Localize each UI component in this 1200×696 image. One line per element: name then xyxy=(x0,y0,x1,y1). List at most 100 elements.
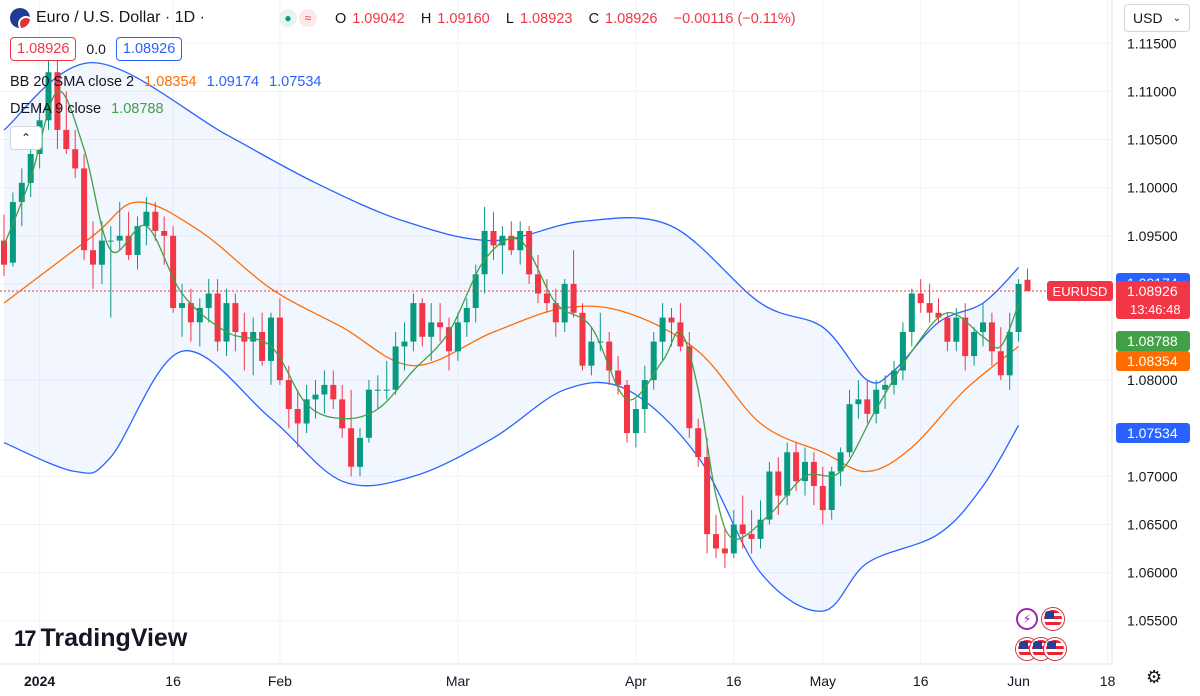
price-tick-label: 1.10500 xyxy=(1127,132,1178,148)
us-flag-icon[interactable] xyxy=(1044,638,1066,660)
gear-icon[interactable]: ⚙ xyxy=(1146,667,1163,687)
time-tick-label: Apr xyxy=(625,673,647,689)
price-tick-label: 1.05500 xyxy=(1127,613,1178,629)
basis-tag xyxy=(1116,351,1190,371)
candle-body xyxy=(348,428,355,467)
candle-body xyxy=(223,303,230,342)
candle-body xyxy=(997,351,1004,376)
candle-body xyxy=(303,399,310,424)
bollinger-basis-line xyxy=(3,201,1020,473)
candle-body xyxy=(535,274,541,294)
candle-body xyxy=(615,370,622,385)
candle-body xyxy=(312,394,319,400)
candle-body xyxy=(428,322,435,337)
candle-body xyxy=(45,72,52,121)
candle-body xyxy=(980,322,986,332)
currency-select[interactable]: USD ⌄ xyxy=(1124,4,1190,32)
candle-body xyxy=(27,154,34,183)
candle-body xyxy=(837,452,844,472)
buy-button[interactable]: 1.08926 xyxy=(115,37,183,61)
candle-body xyxy=(597,341,604,343)
candle-body xyxy=(713,534,719,549)
candle-body xyxy=(953,317,960,342)
dema-tag-text: 1.08788 xyxy=(1127,333,1178,349)
candle-body xyxy=(570,283,577,313)
lower-band-tag-text: 1.07534 xyxy=(1127,425,1178,441)
candle-body xyxy=(63,129,70,150)
price-tick-label: 1.08000 xyxy=(1127,372,1178,388)
candle-body xyxy=(659,317,666,342)
countdown-value: 13:46:48 xyxy=(1130,302,1181,317)
candle-body xyxy=(668,317,675,323)
candle-body xyxy=(374,389,381,391)
candle-body xyxy=(739,524,746,535)
price-tick-label: 1.10000 xyxy=(1127,180,1178,196)
symbol-tag-text: EURUSD xyxy=(1053,284,1108,299)
candle-body xyxy=(54,72,61,130)
data-delay-icon[interactable]: ≈ xyxy=(298,9,317,27)
candle-body xyxy=(259,332,266,361)
candle-body xyxy=(116,235,123,241)
candle-body xyxy=(90,250,96,265)
time-tick-label: Jun xyxy=(1007,673,1030,689)
candle-body xyxy=(410,303,417,342)
candle-body xyxy=(757,519,764,539)
candle-body xyxy=(695,428,702,458)
candle-body xyxy=(552,303,559,323)
candle-body xyxy=(588,341,595,366)
market-open-icon[interactable]: ● xyxy=(278,9,297,27)
candle-body xyxy=(988,322,995,352)
candle-body xyxy=(419,303,426,337)
chevron-up-icon[interactable]: ⌃ xyxy=(10,126,42,150)
tradingview-mark-icon: 17 xyxy=(14,625,37,651)
candle-body xyxy=(944,317,951,342)
candle-body xyxy=(704,457,711,535)
last-price-tag xyxy=(1116,281,1190,320)
time-tick-label: 16 xyxy=(913,673,929,689)
price-tags: 1.091741.0892613:46:48EURUSD1.087881.083… xyxy=(1047,273,1190,443)
symbol-header: Euro / U.S. Dollar · 1D · ● ≈ O 1.09042 H… xyxy=(10,8,802,28)
symbol-tag xyxy=(1047,281,1113,302)
lower-band-tag xyxy=(1116,423,1190,443)
candle-body xyxy=(561,283,568,323)
candle-body xyxy=(882,384,889,390)
status-indicators[interactable]: ● ≈ xyxy=(278,9,317,27)
symbol-title[interactable]: Euro / U.S. Dollar · 1D · xyxy=(36,9,205,26)
candle-body xyxy=(624,384,630,433)
candle-body xyxy=(72,149,79,169)
candle-body xyxy=(793,452,800,482)
candle-body xyxy=(152,211,159,231)
candle-body xyxy=(161,231,168,236)
us-flag-icon[interactable] xyxy=(1042,608,1064,630)
time-axis[interactable]: 2024 16 Feb Mar Apr 16 May 16 Jun 18 xyxy=(0,663,1116,689)
candle-body xyxy=(285,380,292,409)
candle-body xyxy=(677,322,684,347)
last-price-value: 1.08926 xyxy=(1127,283,1178,299)
candle-body xyxy=(775,471,782,496)
tradingview-logo[interactable]: 17 TradingView xyxy=(14,624,188,652)
price-tick-label: 1.06500 xyxy=(1127,516,1178,532)
candle-body xyxy=(1,240,7,265)
candle-body xyxy=(454,322,461,352)
candle-body xyxy=(232,303,239,332)
candle-body xyxy=(472,274,479,308)
time-tick-label: May xyxy=(810,673,836,689)
bollinger-band-fill xyxy=(4,62,1019,612)
candle-body xyxy=(187,303,194,323)
candle-body xyxy=(134,226,141,255)
candle-body xyxy=(802,461,808,482)
candle-body xyxy=(828,471,835,510)
dema-legend[interactable]: DEMA 9 close 1.08788 xyxy=(10,101,164,117)
sell-button[interactable]: 1.08926 xyxy=(10,37,77,61)
time-tick-label: 2024 xyxy=(24,673,55,689)
candle-body xyxy=(143,211,150,227)
bb-legend[interactable]: BB 20 SMA close 2 1.08354 1.09174 1.0753… xyxy=(10,74,322,90)
candle-body xyxy=(508,235,515,251)
time-tick-label: 16 xyxy=(165,673,181,689)
candle-body xyxy=(499,235,506,246)
candle-body xyxy=(330,384,337,400)
candle-body xyxy=(446,327,452,352)
lightning-icon[interactable]: ⚡ xyxy=(1016,608,1038,630)
candle-body xyxy=(935,312,942,318)
